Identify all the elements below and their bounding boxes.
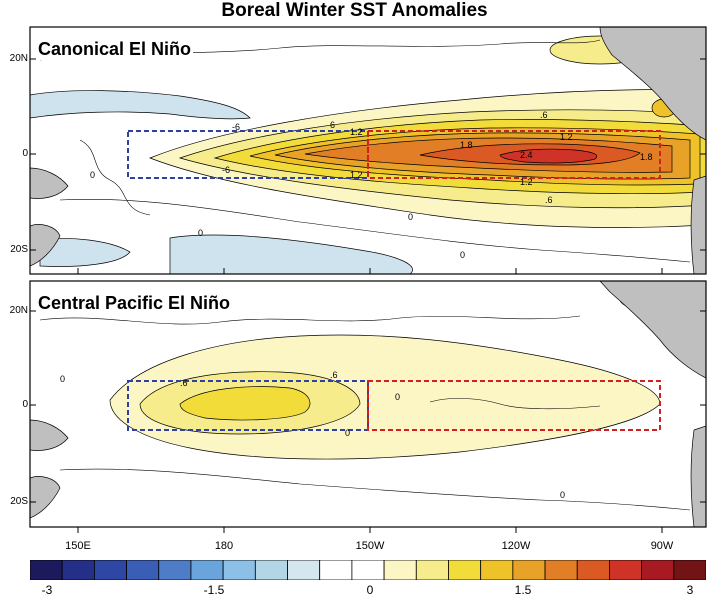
map-canvas-central-pacific: .6 .6 0 0 0 0	[29, 280, 707, 533]
contour-label: 1.8	[460, 140, 473, 150]
lon-label: 150W	[355, 540, 385, 552]
contour-label: 1.2	[350, 170, 363, 180]
colorbar-tick-label: 1.5	[514, 583, 532, 597]
lon-label: 120W	[501, 540, 531, 552]
land-new-guinea	[30, 419, 69, 451]
colorbar-segment	[609, 560, 643, 580]
lat-label: 20S	[10, 244, 28, 255]
colorbar-segment	[158, 560, 192, 580]
zero-contour-line	[59, 199, 691, 263]
contour-label: 0	[408, 212, 413, 222]
colorbar-segment	[30, 560, 63, 580]
contour-label: 1.2	[560, 132, 573, 142]
land-north-america	[599, 281, 706, 379]
map-frame	[29, 280, 707, 528]
colorbar-segment	[415, 560, 449, 580]
land-australia	[30, 476, 61, 519]
colorbar-tick-label: -3	[41, 583, 53, 597]
colorbar-segment	[512, 560, 546, 580]
contour-label: 0	[198, 228, 203, 238]
contour-label: .6	[545, 195, 553, 205]
contour-label: 0	[60, 374, 65, 384]
contour-label: 1.2	[520, 177, 533, 187]
colorbar-segment	[319, 560, 353, 580]
lat-label: 0	[22, 148, 28, 159]
colorbar-segment	[673, 560, 706, 580]
contour-label: 0	[345, 428, 350, 438]
land-new-guinea	[30, 167, 69, 199]
colorbar-segment	[480, 560, 514, 580]
panel-label: Central Pacific El Niño	[36, 292, 233, 314]
colorbar-segment	[61, 560, 95, 580]
figure-title: Boreal Winter SST Anomalies	[221, 0, 488, 21]
zero-contour-line	[59, 468, 691, 511]
colorbar-tick-label: 3	[686, 583, 694, 597]
colorbar-segment	[254, 560, 288, 580]
colorbar-segment	[383, 560, 417, 580]
contour-label: .6	[540, 110, 548, 120]
contour-label: 1.2	[350, 127, 363, 137]
anomaly-contour-2.4	[499, 148, 598, 164]
contour-label: 0	[90, 170, 95, 180]
contour-label: 1.8	[640, 152, 653, 162]
negative-anomaly-region	[39, 238, 131, 267]
land-south-america	[690, 425, 706, 527]
colorbar-segment	[126, 560, 160, 580]
zero-contour-line	[39, 315, 581, 325]
colorbar-segment	[641, 560, 675, 580]
nino3-box	[367, 380, 661, 431]
land-north-america	[599, 27, 706, 141]
contour-label: 0	[560, 490, 565, 500]
contour-label: 0	[395, 392, 400, 402]
lat-label: 20N	[9, 305, 28, 316]
land-australia	[30, 224, 61, 267]
lat-label: 20S	[10, 496, 28, 507]
lon-label: 150E	[65, 540, 91, 552]
colorbar-segment	[287, 560, 321, 580]
colorbar-segment	[544, 560, 578, 580]
colorbar-tick-label: -1.5	[203, 583, 225, 597]
colorbar-segment	[448, 560, 482, 580]
negative-anomaly-region	[30, 90, 251, 120]
colorbar-segment	[222, 560, 256, 580]
lat-label: 20N	[9, 53, 28, 64]
colorbar-segment	[190, 560, 224, 580]
colorbar-segment	[351, 560, 385, 580]
map-canvas-canonical: -6 -6 6 1.2 1.2 1.8 2.4 1.2 1.8 1.2 .6 .…	[29, 26, 707, 275]
nino4-box	[127, 130, 369, 179]
colorbar-segment	[576, 560, 610, 580]
colorbar-tick-label: 0	[366, 583, 374, 597]
map-frame	[29, 26, 707, 275]
zero-contour-line	[429, 398, 601, 410]
panel-label: Canonical El Niño	[36, 38, 194, 60]
negative-anomaly-region	[169, 234, 413, 274]
contour-label: 0	[460, 250, 465, 260]
colorbar-segment	[93, 560, 127, 580]
contour-label: -6	[222, 165, 230, 175]
contour-label: .6	[330, 370, 338, 380]
contour-label: 2.4	[520, 150, 533, 160]
contour-label: .6	[180, 378, 188, 388]
lat-label: 0	[22, 399, 28, 410]
contour-label: 6	[330, 120, 335, 130]
contour-label: -6	[232, 122, 240, 132]
anomaly-contour-0.9	[179, 386, 311, 421]
colorbar	[30, 560, 706, 580]
lon-label: 180	[214, 540, 234, 552]
zero-contour-line	[79, 139, 151, 216]
lon-label: 90W	[650, 540, 674, 552]
nino3-box	[367, 130, 661, 179]
